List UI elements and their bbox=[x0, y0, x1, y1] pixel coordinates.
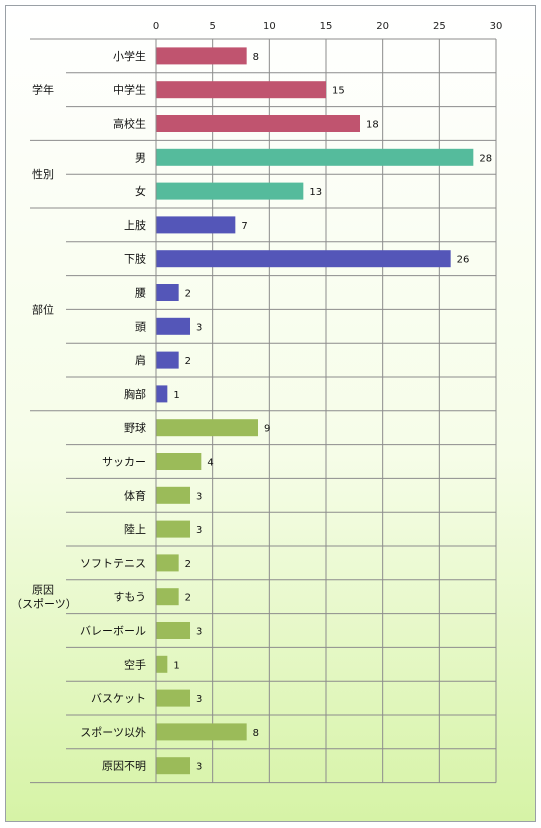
bar bbox=[156, 520, 190, 538]
bar bbox=[156, 182, 304, 200]
x-tick-label: 15 bbox=[320, 21, 333, 32]
bar bbox=[156, 588, 179, 606]
category-label: サッカー bbox=[102, 456, 146, 469]
bar bbox=[156, 47, 247, 65]
bar bbox=[156, 284, 179, 301]
data-label: 15 bbox=[332, 86, 345, 97]
group-label: 部位 bbox=[32, 302, 54, 316]
data-label: 2 bbox=[185, 593, 191, 604]
bar bbox=[156, 317, 190, 335]
category-label: 陸上 bbox=[124, 523, 146, 536]
category-label: 男 bbox=[135, 151, 146, 164]
bar bbox=[156, 385, 168, 403]
bar bbox=[156, 81, 326, 99]
group-label: 学年 bbox=[32, 83, 54, 97]
data-label: 3 bbox=[196, 322, 202, 333]
data-label: 1 bbox=[173, 390, 179, 401]
category-label: 女 bbox=[135, 184, 146, 198]
group-label: 性別 bbox=[32, 167, 54, 181]
data-label: 18 bbox=[366, 120, 379, 131]
category-label: 中学生 bbox=[113, 83, 146, 97]
category-label: 腰 bbox=[135, 287, 146, 300]
data-label: 1 bbox=[173, 660, 179, 671]
x-tick-label: 20 bbox=[376, 21, 389, 32]
bar bbox=[156, 250, 451, 268]
data-label: 13 bbox=[309, 187, 322, 198]
data-label: 7 bbox=[241, 221, 247, 232]
group-label: （スポーツ） bbox=[11, 598, 77, 611]
category-label: 高校生 bbox=[113, 117, 146, 131]
data-label: 3 bbox=[196, 491, 202, 502]
x-tick-label: 5 bbox=[209, 21, 215, 32]
x-tick-label: 25 bbox=[433, 21, 446, 32]
category-label: 空手 bbox=[124, 657, 146, 671]
category-label: すもう bbox=[113, 591, 146, 604]
bar bbox=[156, 148, 474, 166]
category-label: 胸部 bbox=[124, 387, 146, 401]
bar bbox=[156, 419, 258, 437]
x-tick-label: 0 bbox=[153, 21, 159, 32]
category-label: 下肢 bbox=[124, 252, 146, 266]
bar bbox=[156, 486, 190, 504]
data-label: 2 bbox=[185, 559, 191, 570]
category-label: 小学生 bbox=[113, 49, 146, 63]
chart-frame: 0 5 10 15 20 25 30 小学生 8 中学生 15 高校生 18 学年男 28 女 13 性別 上肢 7 下… bbox=[5, 5, 536, 822]
category-label: 肩 bbox=[135, 353, 146, 367]
group-label: 原因 bbox=[32, 584, 54, 597]
category-label: バレーボール bbox=[80, 625, 146, 638]
category-label: ソフトテニス bbox=[80, 557, 146, 570]
category-label: 上肢 bbox=[124, 218, 146, 232]
data-label: 3 bbox=[196, 627, 202, 638]
bar bbox=[156, 757, 190, 775]
data-label: 3 bbox=[196, 694, 202, 705]
category-label: 原因不明 bbox=[102, 760, 146, 773]
data-label: 2 bbox=[185, 289, 191, 300]
bar bbox=[156, 453, 202, 470]
data-label: 9 bbox=[264, 424, 270, 435]
bar bbox=[156, 622, 190, 639]
data-label: 8 bbox=[253, 728, 259, 739]
category-label: バスケット bbox=[91, 692, 146, 705]
bar bbox=[156, 554, 179, 572]
bar bbox=[156, 723, 247, 741]
bar bbox=[156, 689, 190, 707]
data-label: 8 bbox=[253, 52, 259, 63]
bar bbox=[156, 115, 360, 132]
data-label: 3 bbox=[196, 762, 202, 773]
category-label: 体育 bbox=[124, 488, 146, 502]
category-label: 頭 bbox=[135, 320, 146, 333]
category-label: 野球 bbox=[124, 421, 146, 435]
data-label: 3 bbox=[196, 525, 202, 536]
bar bbox=[156, 655, 168, 673]
x-tick-label: 10 bbox=[263, 21, 276, 32]
data-label: 28 bbox=[479, 153, 492, 164]
data-label: 4 bbox=[207, 458, 213, 469]
bar bbox=[156, 216, 236, 234]
data-label: 26 bbox=[457, 255, 470, 266]
data-label: 2 bbox=[185, 356, 191, 367]
bar bbox=[156, 351, 179, 369]
x-tick-label: 30 bbox=[490, 21, 503, 32]
category-label: スポーツ以外 bbox=[80, 726, 146, 739]
